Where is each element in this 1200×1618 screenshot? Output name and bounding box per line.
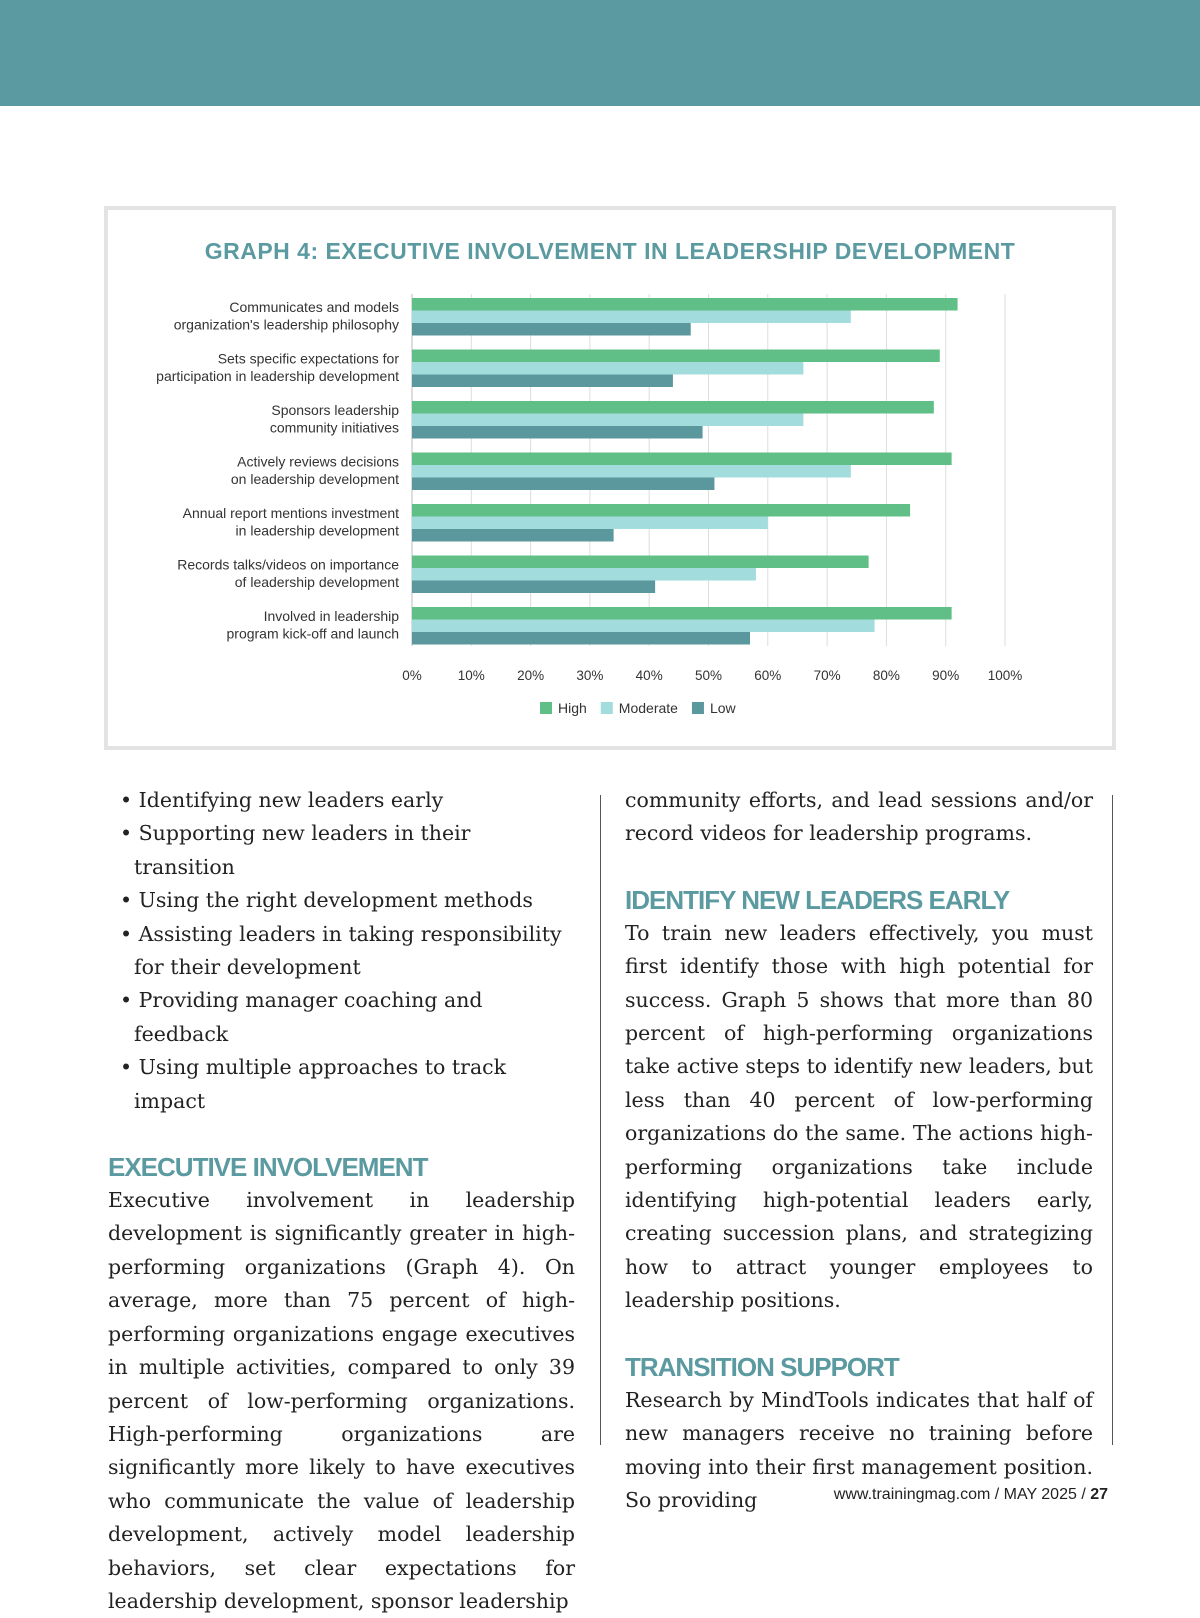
bullet-item: • Using multiple approaches to track imp… [120,1055,507,1113]
bar-moderate [412,310,851,323]
category-label: program kick-off and launch [227,626,400,642]
legend-swatch-low [691,702,704,714]
x-tick-label: 90% [932,668,959,683]
x-tick-label: 10% [458,668,485,683]
x-tick-label: 80% [873,668,900,683]
heading-identify-new-leaders: IDENTIFY NEW LEADERS EARLY [625,884,1010,915]
legend-label: High [558,700,587,716]
category-label: Annual report mentions investment [183,505,399,521]
x-tick-label: 30% [576,668,603,683]
bar-high [412,349,940,362]
category-label: Communicates and models [229,299,399,315]
bar-moderate [412,465,851,478]
category-label: in leadership development [236,523,400,539]
right-rule [1112,795,1113,1445]
bar-low [412,477,715,490]
bar-low [412,632,751,645]
header-band [0,0,1200,106]
bar-high [412,607,952,620]
legend-label: Moderate [619,700,678,716]
graph-4-chart: GRAPH 4: EXECUTIVE INVOLVEMENT IN LEADER… [104,206,1116,750]
body-transition-support: Research by MindTools indicates that hal… [625,1387,1093,1512]
bullet-list: • Identifying new leaders early • Support… [108,784,575,1118]
bullet-item: • Identifying new leaders early [120,788,444,812]
bar-moderate [412,516,768,529]
right-column: community efforts, and lead sessions and… [625,784,1093,1517]
bar-low [412,323,691,336]
legend-label: Low [710,700,737,716]
category-label: Sets specific expectations for [218,351,400,367]
category-label: Actively reviews decisions [237,454,399,470]
x-tick-label: 20% [517,668,544,683]
bar-low [412,580,656,593]
legend-swatch-high [540,702,552,714]
bar-moderate [412,413,804,426]
bar-high [412,555,869,568]
bullet-item: • Using the right development methods [120,888,533,913]
chart-svg: 0% 10% 20% 30% 40% 50% 60% 70% 80% 90% 100% Communi… [156,294,1023,716]
x-tick-label: 70% [814,668,841,683]
category-label: community initiatives [270,420,399,436]
x-tick-label: 60% [754,668,781,683]
body-continued: community efforts, and lead sessions and… [625,788,1093,846]
x-tick-label: 40% [636,668,663,683]
bar-low [412,529,614,542]
category-label: Sponsors leadership [271,402,399,418]
bar-low [412,374,673,387]
heading-transition-support: TRANSITION SUPPORT [625,1351,900,1382]
bar-moderate [412,568,756,581]
category-label: on leadership development [231,471,399,487]
bar-high [412,452,952,465]
footer-site: www.trainingmag.com / MAY 2025 / [833,1486,1091,1503]
bar-high [412,401,934,414]
bar-moderate [412,362,804,375]
x-tick-label: 0% [402,668,422,683]
body-identify-new-leaders: To train new leaders effectively, you mu… [625,920,1093,1313]
x-tick-label: 100% [988,668,1023,683]
x-tick-label: 50% [695,668,722,683]
chart-title: GRAPH 4: EXECUTIVE INVOLVEMENT IN LEADER… [204,238,1016,264]
bullet-item: • Supporting new leaders in their transi… [120,821,471,879]
bar-high [412,504,911,517]
body-executive-involvement: Executive involvement in leadership deve… [108,1188,575,1613]
bullet-item: • Providing manager coaching and feedbac… [120,988,483,1046]
bar-high [412,298,958,311]
page-footer: www.trainingmag.com / MAY 2025 / 27 [834,1486,1108,1504]
legend-swatch-moderate [600,702,613,714]
bullet-item: • Assisting leaders in taking responsibi… [120,921,562,980]
page-number: 27 [1090,1486,1108,1503]
category-label: Involved in leadership [264,608,400,624]
bar-moderate [412,619,875,632]
category-label: participation in leadership development [156,368,399,384]
category-label: organization's leadership philosophy [174,317,399,333]
category-label: Records talks/videos on importance [177,557,399,573]
heading-executive-involvement: EXECUTIVE INVOLVEMENT [108,1152,428,1183]
category-label: of leadership development [235,574,399,590]
column-divider [600,795,601,1445]
bar-low [412,426,703,439]
left-column: • Identifying new leaders early • Support… [108,784,575,1618]
